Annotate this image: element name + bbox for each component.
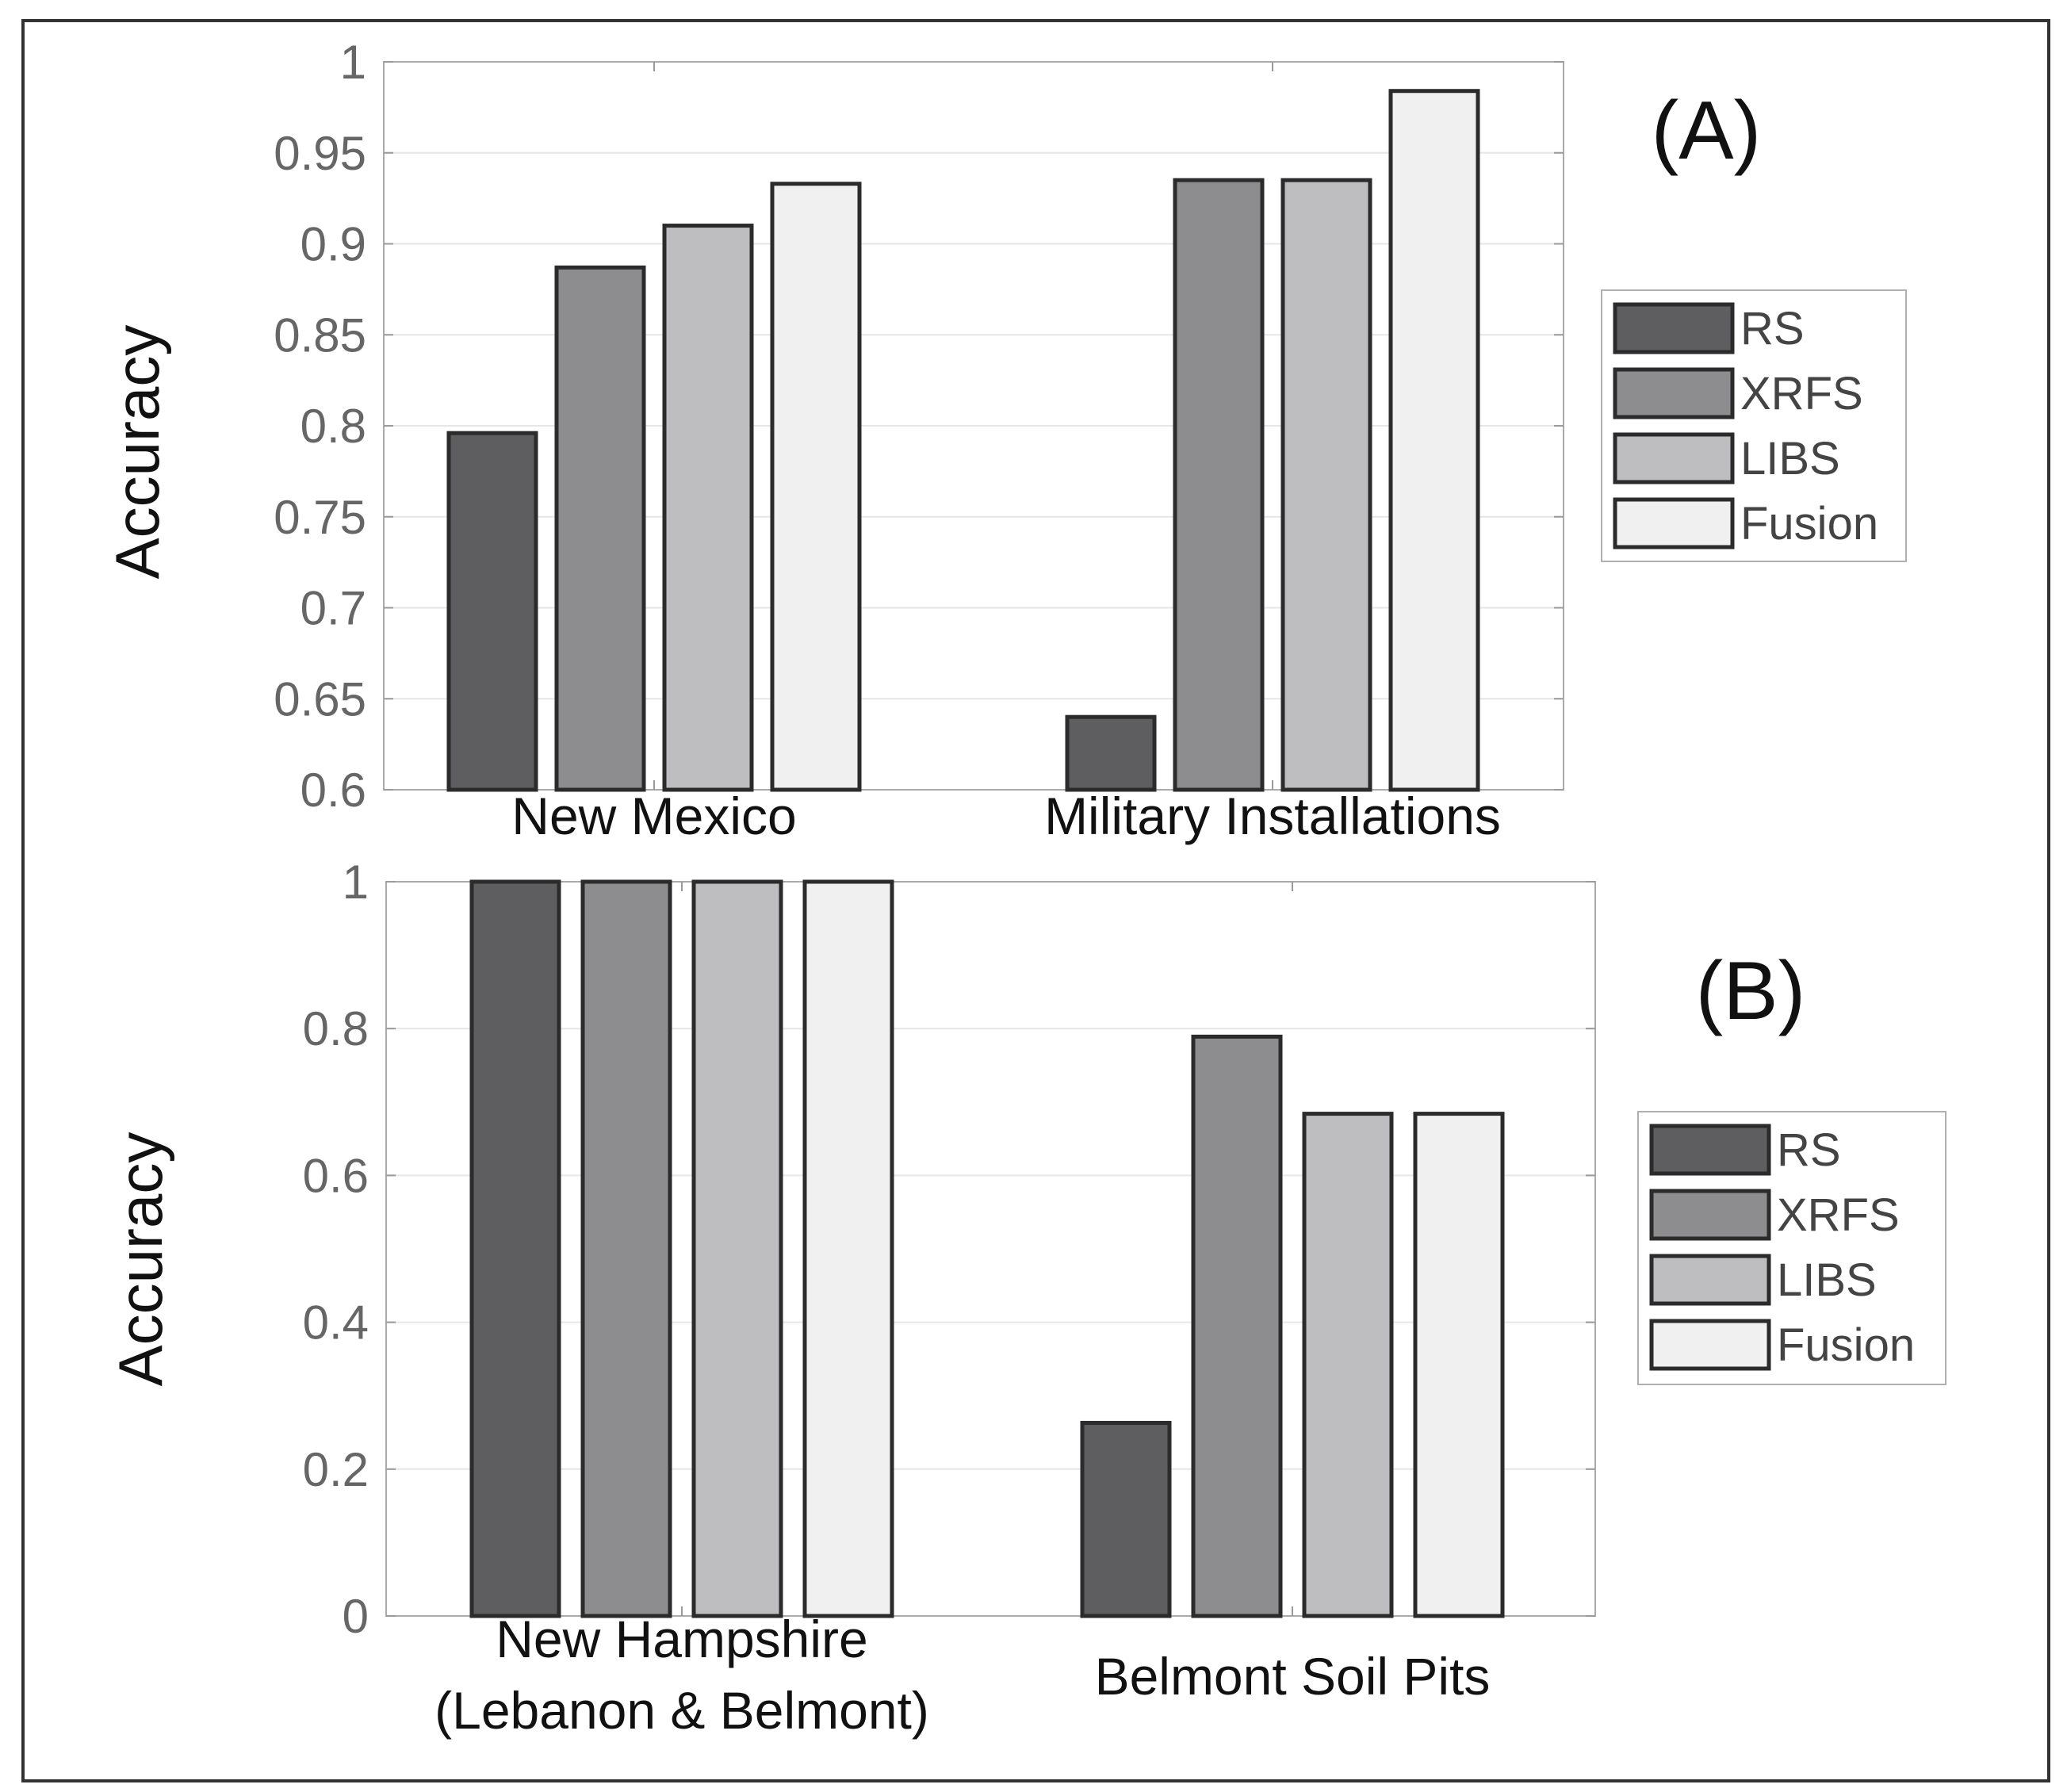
y-tick-label: 0.9 (300, 218, 366, 271)
bar-xrfs-1 (580, 879, 672, 1618)
legend-swatch-xrfs (1613, 367, 1735, 419)
y-tick-label: 0 (343, 1590, 369, 1643)
panel-label: (A) (1652, 85, 1762, 177)
chart-panel-b: 0 0.2 0.4 0.6 0.8 1 New Hampshire (Lebanon & Be… (105, 856, 1946, 1740)
legend-swatch-libs (1613, 432, 1735, 484)
y-tick-label: 0.8 (303, 1002, 369, 1055)
y-axis-label: Accuracy (102, 325, 172, 580)
y-tick-label: 0.7 (300, 582, 366, 635)
bar-fusion-2 (1413, 1112, 1505, 1618)
bar-libs-1 (691, 879, 783, 1618)
legend-swatch-rs (1649, 1124, 1771, 1176)
y-axis-label: Accuracy (105, 1132, 175, 1387)
bar-rs-2 (1080, 1420, 1172, 1618)
y-tick-label: 0.6 (300, 764, 366, 817)
legend-label-libs: LIBS (1777, 1254, 1877, 1306)
legend-label-fusion: Fusion (1740, 498, 1878, 549)
legend-label-xrfs: XRFS (1777, 1189, 1900, 1241)
y-tick-label: 0.75 (274, 491, 366, 544)
bar-xrfs-2 (1173, 178, 1265, 792)
legend-label-libs: LIBS (1740, 433, 1840, 484)
bar-rs-1 (469, 879, 561, 1618)
legend-swatch-xrfs (1649, 1189, 1771, 1241)
category-label: New Mexico (511, 787, 796, 845)
chart-panel-a: 0.6 0.65 0.7 0.75 0.8 0.85 0.9 0.95 1 New Mexico M… (102, 36, 1907, 845)
legend-label-rs: RS (1740, 303, 1805, 354)
bar-rs-2 (1065, 714, 1157, 792)
legend-label-rs: RS (1777, 1124, 1841, 1176)
category-label: (Lebanon & Belmont) (434, 1681, 929, 1740)
bar-fusion-1 (802, 879, 894, 1618)
bar-xrfs-2 (1191, 1034, 1283, 1618)
legend-swatch-fusion (1649, 1319, 1771, 1371)
bar-libs-2 (1302, 1112, 1394, 1618)
legend-swatch-rs (1613, 302, 1735, 354)
y-tick-label: 0.4 (303, 1296, 369, 1350)
y-tick-label: 0.8 (300, 400, 366, 453)
y-tick-label: 0.6 (303, 1149, 369, 1202)
legend-label-xrfs: XRFS (1740, 368, 1863, 419)
y-tick-label: 1 (340, 36, 366, 89)
bar-fusion-2 (1388, 89, 1480, 792)
bar-libs-2 (1280, 178, 1372, 792)
legend-swatch-fusion (1613, 497, 1735, 549)
legend-label-fusion: Fusion (1777, 1319, 1915, 1371)
panel-label: (B) (1696, 945, 1806, 1037)
bar-rs-1 (446, 431, 538, 792)
y-tick-label: 0.95 (274, 127, 366, 180)
bar-xrfs-1 (554, 265, 646, 792)
bar-libs-1 (662, 224, 754, 792)
category-label: Military Installations (1044, 787, 1501, 845)
category-label: New Hampshire (496, 1610, 867, 1668)
bar-fusion-1 (770, 182, 862, 792)
y-tick-label: 1 (343, 856, 369, 909)
y-tick-label: 0.2 (303, 1443, 369, 1496)
y-tick-label: 0.65 (274, 672, 366, 726)
category-label: Belmont Soil Pits (1095, 1647, 1491, 1706)
legend-swatch-libs (1649, 1254, 1771, 1306)
y-tick-label: 0.85 (274, 308, 366, 362)
